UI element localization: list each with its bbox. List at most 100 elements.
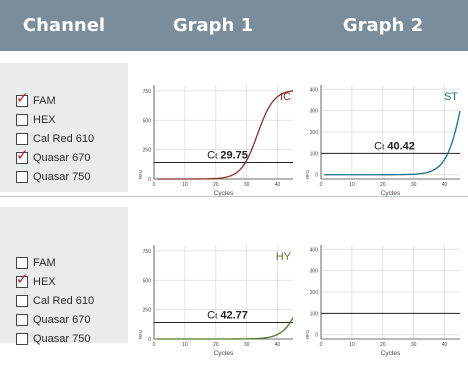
channel-column-header: Channel bbox=[22, 15, 106, 36]
checkmark-icon: ✓ bbox=[16, 146, 29, 164]
x-tick-label: 20 bbox=[213, 182, 219, 188]
y-axis-label: RFU bbox=[138, 330, 143, 339]
y-tick-label: 300 bbox=[310, 109, 319, 115]
y-axis-label: RFU bbox=[305, 170, 310, 179]
table-header: Channel Graph 1 Graph 2 bbox=[0, 0, 468, 51]
curve-label: IC bbox=[280, 91, 291, 103]
x-axis-label: Cycles bbox=[214, 190, 234, 197]
curve-label: HY bbox=[276, 251, 292, 263]
x-axis-label: Cycles bbox=[381, 190, 401, 197]
channel-checkbox[interactable]: ✓ bbox=[16, 133, 28, 145]
channel-label: Cal Red 610 bbox=[33, 133, 95, 145]
amplification-curve bbox=[324, 110, 461, 176]
channel-label: Quasar 670 bbox=[33, 152, 91, 164]
channel-checkbox[interactable]: ✓ bbox=[16, 91, 29, 107]
channel-label: Quasar 750 bbox=[33, 333, 91, 345]
channel-label: Quasar 670 bbox=[33, 314, 91, 326]
channel-checkbox[interactable]: ✓ bbox=[16, 272, 29, 288]
y-tick-label: 0 bbox=[315, 333, 318, 339]
y-tick-label: 400 bbox=[310, 247, 319, 253]
y-tick-label: 750 bbox=[143, 249, 152, 255]
graph1-column-header: Graph 1 bbox=[172, 15, 254, 36]
row1-channel-panel bbox=[0, 63, 128, 192]
channel-checkbox[interactable]: ✓ bbox=[16, 314, 28, 326]
checkmark-icon: ✓ bbox=[16, 270, 29, 288]
x-tick-label: 20 bbox=[380, 342, 386, 348]
x-tick-label: 40 bbox=[275, 182, 281, 188]
channel-checkbox[interactable]: ✓ bbox=[16, 114, 28, 126]
channel-checkbox[interactable]: ✓ bbox=[16, 333, 28, 345]
x-tick-label: 10 bbox=[349, 342, 355, 348]
y-tick-label: 750 bbox=[143, 89, 152, 95]
y-tick-label: 100 bbox=[310, 151, 319, 157]
y-tick-label: 400 bbox=[310, 87, 319, 93]
amplification-curve bbox=[157, 90, 294, 180]
y-axis-label: RFU bbox=[138, 170, 143, 179]
x-tick-label: 20 bbox=[213, 342, 219, 348]
channel-option[interactable]: ✓ HEX bbox=[16, 111, 94, 129]
x-tick-label: 30 bbox=[411, 182, 417, 188]
channel-option[interactable]: ✓ Quasar 670 bbox=[16, 311, 94, 329]
y-tick-label: 300 bbox=[310, 269, 319, 275]
channel-label: HEX bbox=[33, 276, 56, 288]
channel-checkbox[interactable]: ✓ bbox=[16, 295, 28, 307]
y-axis-label: RFU bbox=[305, 330, 310, 339]
x-tick-label: 30 bbox=[244, 182, 250, 188]
channel-checkbox[interactable]: ✓ bbox=[16, 257, 28, 269]
amplification-graph-row2-graph1: 0 10 20 30 40 0 250 500 750 Cycles RFU HY Ct 42.77 bbox=[138, 245, 294, 357]
x-tick-label: 0 bbox=[320, 182, 323, 188]
y-tick-label: 200 bbox=[310, 130, 319, 136]
amplification-graph-row1-graph1: 0 10 20 30 40 0 250 500 750 Cycles RFU IC Ct 29.75 bbox=[138, 85, 294, 197]
channel-option[interactable]: ✓ Quasar 750 bbox=[16, 168, 94, 186]
x-tick-label: 10 bbox=[349, 182, 355, 188]
y-tick-label: 0 bbox=[315, 173, 318, 179]
x-tick-label: 20 bbox=[380, 182, 386, 188]
row2-channel-list: ✓ FAM ✓ HEX ✓ Cal Red 610 ✓ Quasar 670 ✓ Quas… bbox=[16, 254, 94, 349]
y-tick-label: 500 bbox=[143, 118, 152, 124]
x-tick-label: 10 bbox=[182, 342, 188, 348]
channel-option[interactable]: ✓ FAM bbox=[16, 91, 94, 110]
channel-option[interactable]: ✓ Cal Red 610 bbox=[16, 292, 94, 310]
channel-option[interactable]: ✓ Quasar 750 bbox=[16, 330, 94, 348]
ct-annotation: Ct 29.75 bbox=[207, 150, 248, 162]
channel-label: FAM bbox=[33, 95, 56, 107]
x-tick-label: 0 bbox=[320, 342, 323, 348]
x-tick-label: 0 bbox=[153, 342, 156, 348]
x-axis-label: Cycles bbox=[381, 350, 401, 357]
ct-annotation: Ct 40.42 bbox=[374, 140, 415, 152]
channel-option[interactable]: ✓ FAM bbox=[16, 254, 94, 272]
x-tick-label: 30 bbox=[411, 342, 417, 348]
x-axis-label: Cycles bbox=[214, 350, 234, 357]
x-tick-label: 0 bbox=[153, 182, 156, 188]
graph2-column-header: Graph 2 bbox=[342, 15, 424, 36]
x-tick-label: 40 bbox=[442, 182, 448, 188]
channel-option[interactable]: ✓ HEX bbox=[16, 272, 94, 291]
ct-annotation: Ct 42.77 bbox=[207, 310, 248, 322]
channel-label: Quasar 750 bbox=[33, 171, 91, 183]
channel-label: HEX bbox=[33, 114, 56, 126]
channel-label: FAM bbox=[33, 257, 56, 269]
channel-option[interactable]: ✓ Quasar 670 bbox=[16, 148, 94, 167]
y-tick-label: 500 bbox=[143, 278, 152, 284]
x-tick-label: 40 bbox=[275, 342, 281, 348]
y-tick-label: 250 bbox=[143, 308, 152, 314]
curve-label: ST bbox=[444, 91, 458, 103]
channel-checkbox[interactable]: ✓ bbox=[16, 171, 28, 183]
channel-label: Cal Red 610 bbox=[33, 295, 95, 307]
y-tick-label: 250 bbox=[143, 148, 152, 154]
x-tick-label: 40 bbox=[442, 342, 448, 348]
x-tick-label: 10 bbox=[182, 182, 188, 188]
y-tick-label: 0 bbox=[148, 177, 151, 183]
channel-option[interactable]: ✓ Cal Red 610 bbox=[16, 130, 94, 148]
checkmark-icon: ✓ bbox=[16, 89, 29, 107]
row-divider bbox=[0, 196, 468, 197]
amplification-curve bbox=[157, 317, 294, 340]
y-tick-label: 200 bbox=[310, 290, 319, 296]
y-tick-label: 100 bbox=[310, 311, 319, 317]
row1-channel-list: ✓ FAM ✓ HEX ✓ Cal Red 610 ✓ Quasar 670 ✓ Quas… bbox=[16, 91, 94, 187]
y-tick-label: 0 bbox=[148, 337, 151, 343]
x-tick-label: 30 bbox=[244, 342, 250, 348]
channel-checkbox[interactable]: ✓ bbox=[16, 148, 29, 164]
